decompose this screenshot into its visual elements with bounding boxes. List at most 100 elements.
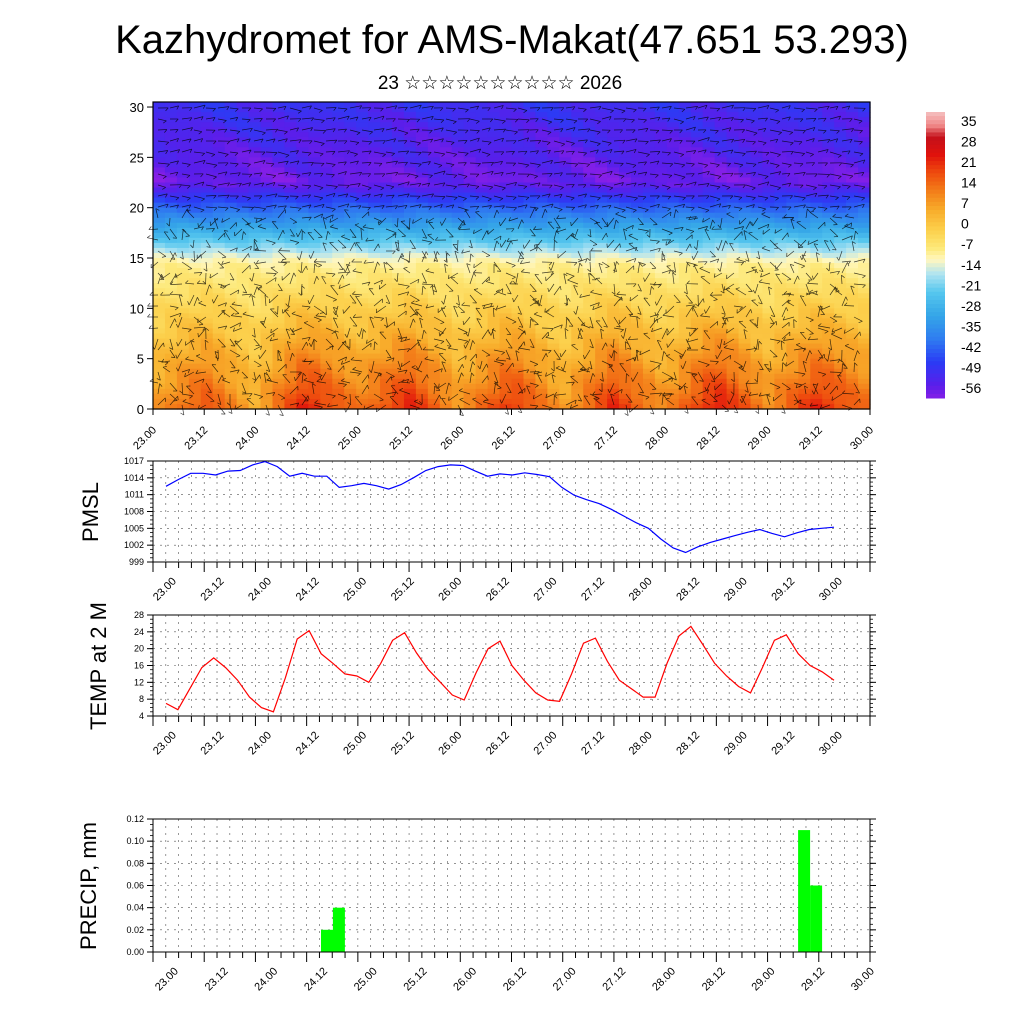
temperature-cell (392, 278, 405, 284)
temperature-cell (260, 167, 274, 174)
temperature-cell (188, 102, 202, 108)
temperature-cell (212, 207, 226, 214)
temperature-cell (164, 192, 178, 199)
temperature-cell (415, 328, 429, 335)
wind-barb (589, 118, 601, 122)
wind-barb (241, 182, 251, 186)
temperature-cell (595, 162, 608, 169)
temperature-cell (774, 167, 787, 174)
temperature-cell (702, 403, 716, 410)
temperature-cell (834, 358, 847, 365)
temperature-cell (786, 308, 799, 314)
temperature-cell (846, 278, 859, 284)
wind-barb-flag (226, 106, 230, 111)
temperature-cell (475, 207, 489, 214)
temperature-cell (631, 358, 644, 365)
temperature-cell (439, 278, 453, 284)
temperature-cell (834, 333, 847, 340)
temperature-cell (595, 112, 608, 118)
temperature-cell (810, 147, 823, 153)
temperature-cell (487, 232, 501, 239)
temperature-cell (439, 328, 453, 335)
temperature-cell (272, 278, 286, 284)
temperature-cell (738, 132, 752, 138)
temperature-cell (858, 278, 871, 284)
temperature-cell (415, 212, 429, 219)
temperature-cell (463, 187, 477, 194)
temperature-cell (571, 127, 584, 133)
temperature-cell (642, 202, 656, 209)
temperature-cell (834, 107, 847, 113)
wind-barb-flag (670, 211, 672, 217)
temperature-cell (200, 222, 214, 229)
temperature-cell (380, 187, 393, 194)
temperature-cell (260, 152, 274, 158)
temperature-cell (224, 142, 238, 148)
temperature-cell (583, 237, 596, 244)
temperature-cell (499, 142, 513, 148)
temperature-cell (200, 358, 214, 365)
temperature-cell (248, 162, 262, 169)
wind-barb-flag (574, 163, 579, 167)
temperature-cell (714, 268, 728, 274)
temperature-cell (153, 273, 166, 279)
temperature-cell (451, 232, 465, 239)
temperature-cell (822, 398, 835, 405)
temperature-cell (153, 162, 166, 169)
temperature-cell (726, 202, 740, 209)
temperature-cell (511, 378, 525, 385)
wind-barb-flag (632, 164, 637, 168)
temperature-cell (224, 202, 238, 209)
temperature-cell (762, 122, 775, 128)
wind-barb-flag (344, 128, 347, 133)
wind-barb (469, 148, 481, 153)
temperature-cell (356, 383, 369, 390)
temperature-cell (690, 137, 704, 143)
temperature-cell (463, 167, 477, 174)
wind-barb-flag (848, 206, 852, 211)
temperature-cell (511, 132, 525, 138)
temperature-cell (750, 112, 764, 118)
temperature-cell (356, 303, 369, 309)
temperature-cell (666, 328, 680, 335)
temperature-cell (296, 107, 309, 113)
temperature-cell (403, 343, 417, 350)
temperature-cell (834, 177, 847, 184)
wind-barb-flag (812, 127, 816, 132)
temperature-cell (332, 358, 345, 365)
temperature-cell (810, 167, 823, 174)
temperature-cell (248, 242, 262, 249)
temperature-cell (487, 167, 501, 174)
wind-barb (649, 203, 660, 208)
wind-barb-flag (644, 171, 648, 176)
temperature-cell (356, 242, 369, 249)
temperature-cell (153, 132, 166, 138)
temperature-cell (738, 197, 752, 204)
temperature-cell (403, 252, 417, 259)
temperature-cell (798, 353, 811, 360)
temperature-cell (344, 177, 357, 184)
wind-barb (433, 182, 445, 186)
temperature-cell (463, 197, 477, 204)
temperature-cell (296, 162, 309, 169)
temperature-cell (690, 207, 704, 214)
temperature-cell (176, 313, 190, 320)
temperature-cell (392, 363, 405, 370)
temperature-cell (403, 242, 417, 249)
temperature-cell (798, 398, 811, 405)
temperature-cell (714, 343, 728, 350)
temperature-cell (595, 117, 608, 123)
temperature-cell (810, 192, 823, 199)
temperature-cell (356, 187, 369, 194)
temperature-cell (499, 127, 513, 133)
temperature-cell (702, 328, 716, 335)
temperature-cell (499, 268, 513, 274)
temperature-cell (320, 393, 333, 400)
temperature-cell (762, 127, 775, 133)
temperature-cell (296, 187, 309, 194)
temperature-cell (308, 172, 321, 179)
temperature-cell (631, 393, 644, 400)
temperature-cell (571, 222, 584, 229)
wind-barb (625, 162, 637, 166)
temperature-cell (762, 328, 775, 335)
